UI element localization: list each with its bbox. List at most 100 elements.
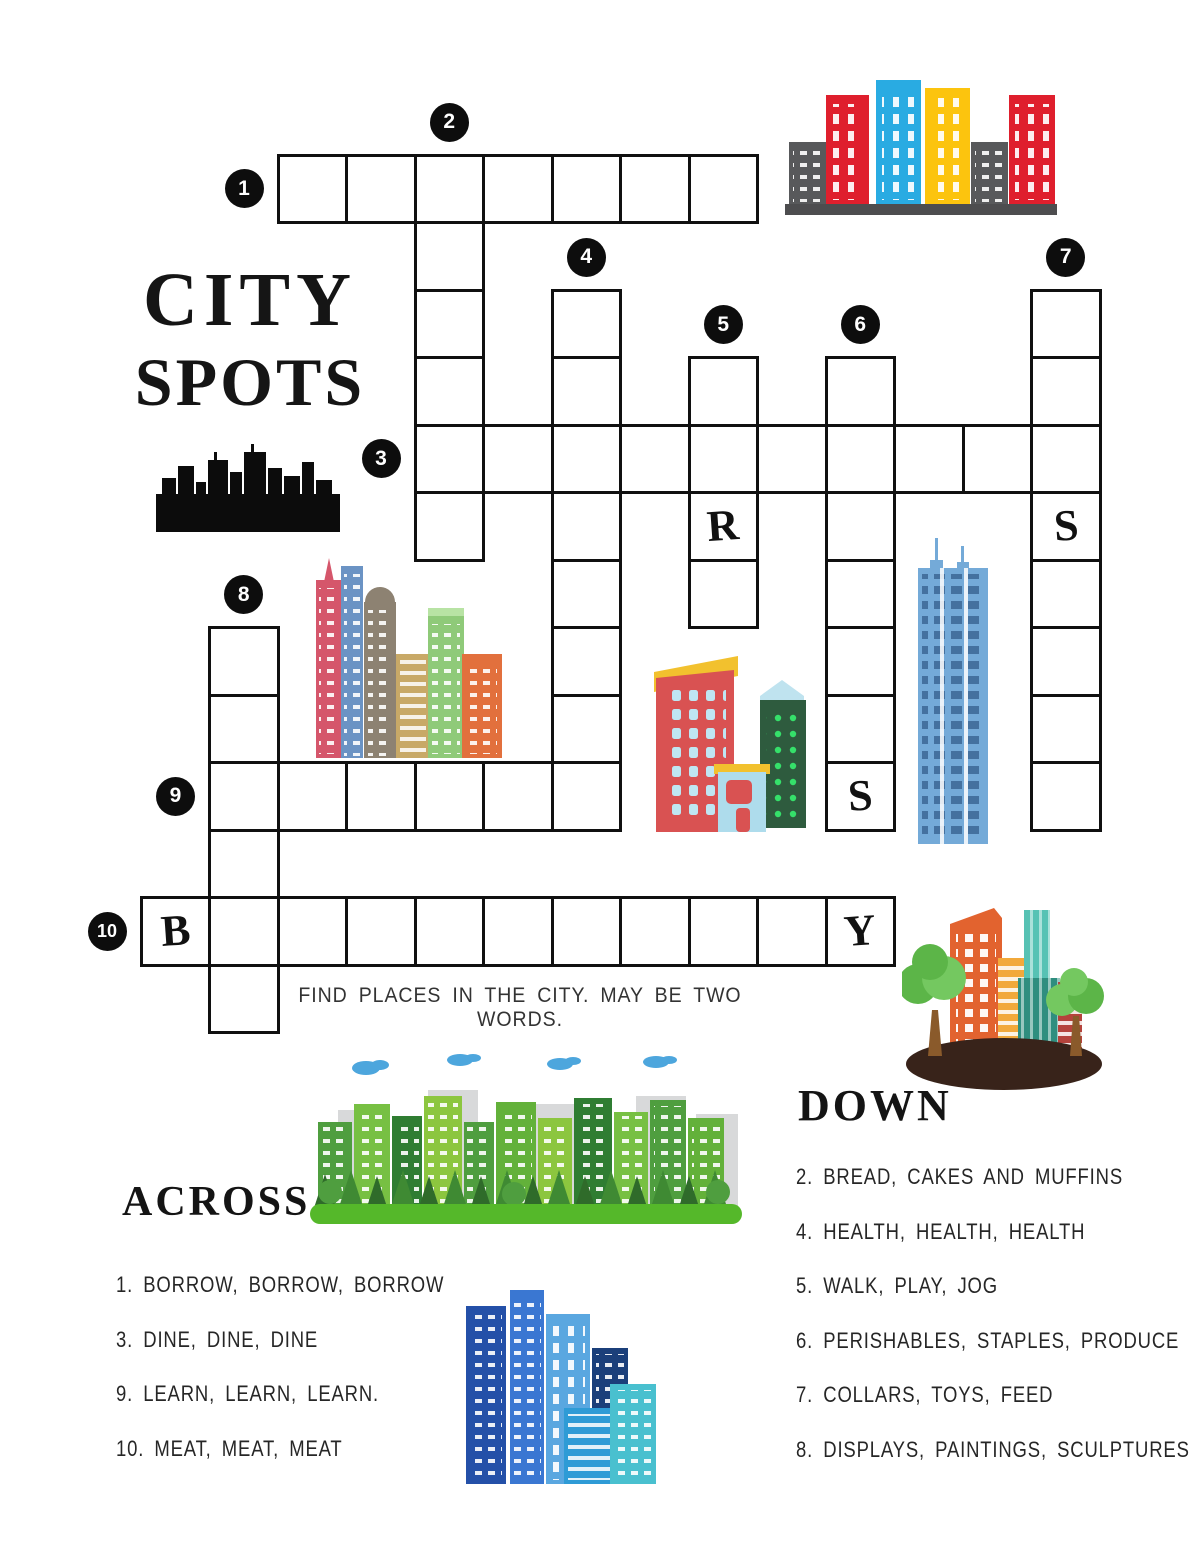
grid-cell-r9-c2[interactable] [276,761,348,832]
grid-cell-r3-c6[interactable] [550,356,622,427]
clue-badge-3: 3 [361,439,401,479]
clue-badge-6: 6 [840,305,880,344]
grid-cell-r11-c2[interactable] [276,896,348,967]
down-clue-4: 6. PERISHABLES, STAPLES, PRODUCE [796,1327,1180,1353]
grid-cell-r3-c10[interactable] [824,356,896,427]
grid-cell-r0-c4[interactable] [413,153,485,224]
grid-cell-r5-c8[interactable]: R [687,491,759,562]
grid-cell-r3-c8[interactable] [687,356,759,427]
grid-cell-r6-c10[interactable] [824,558,896,629]
grid-cell-r7-c13[interactable] [1030,626,1102,697]
title-skyline-silhouette [156,444,340,532]
grid-cell-r6-c13[interactable] [1030,558,1102,629]
grid-cell-r11-c0[interactable]: B [139,896,211,967]
grid-cell-r1-c4[interactable] [413,221,485,292]
grid-cell-r5-c4[interactable] [413,491,485,562]
grid-cell-r6-c6[interactable] [550,558,622,629]
grid-cell-r9-c13[interactable] [1030,761,1102,832]
grid-cell-r9-c4[interactable] [413,761,485,832]
park-buildings-bottom-right-illustration [902,908,1104,1090]
grid-cell-r2-c13[interactable] [1030,288,1102,359]
grid-cell-r8-c1[interactable] [208,693,280,764]
green-skyline-with-trees-illustration [310,1054,742,1224]
grid-cell-r5-c13[interactable]: S [1030,491,1102,562]
grid-cell-r9-c5[interactable] [482,761,554,832]
grid-cell-r3-c4[interactable] [413,356,485,427]
down-clue-1: 2. BREAD, CAKES AND MUFFINS [796,1164,1124,1189]
grid-cell-r0-c2[interactable] [276,153,348,224]
grid-cell-r10-c1[interactable] [208,828,280,899]
down-clue-3: 5. WALK, PLAY, JOG [796,1273,998,1298]
across-clue-2: 3. DINE, DINE, DINE [116,1326,319,1352]
grid-cell-r9-c10[interactable]: S [824,761,896,832]
instruction-text: FIND PLACES IN THE CITY. MAY BE TWO WORD… [298,984,742,1031]
grid-cell-r4-c6[interactable] [550,423,622,494]
grid-cell-r7-c1[interactable] [208,626,280,697]
grid-cell-r5-c10[interactable] [824,491,896,562]
grid-cell-r7-c6[interactable] [550,626,622,697]
grid-cell-r0-c7[interactable] [619,153,691,224]
grid-cell-r4-c5[interactable] [482,423,554,494]
clue-badge-5: 5 [703,305,743,344]
clue-badge-9: 9 [156,776,195,816]
grid-cell-r6-c8[interactable] [687,558,759,629]
clue-badge-10: 10 [87,911,127,951]
grid-cell-r0-c5[interactable] [482,153,554,224]
down-clue-list: 2. BREAD, CAKES AND MUFFINS 4. HEALTH, HE… [796,1164,1196,1491]
grid-cell-r4-c10[interactable] [824,423,896,494]
grid-cell-r4-c8[interactable] [687,423,759,494]
grid-cell-r11-c9[interactable] [756,896,828,967]
grid-cell-r11-c5[interactable] [482,896,554,967]
grid-cell-r12-c1[interactable] [208,963,280,1034]
puzzle-title: CITY SPOTS [128,258,372,422]
grid-cell-r11-c1[interactable] [208,896,280,967]
across-clue-4: 10. MEAT, MEAT, MEAT [116,1435,343,1461]
grid-cell-r11-c8[interactable] [687,896,759,967]
grid-cell-r11-c10[interactable]: Y [824,896,896,967]
grid-cell-r7-c10[interactable] [824,626,896,697]
grid-cell-r4-c9[interactable] [756,423,828,494]
blue-skyscraper-illustration [918,538,988,844]
grid-cell-r8-c6[interactable] [550,693,622,764]
grid-cell-r0-c8[interactable] [687,153,759,224]
down-heading: DOWN [798,1081,952,1130]
grid-cell-r2-c6[interactable] [550,288,622,359]
grid-cell-r11-c4[interactable] [413,896,485,967]
grid-cell-r4-c4[interactable] [413,423,485,494]
grid-cell-r4-c12[interactable] [961,423,1033,494]
grid-cell-r2-c4[interactable] [413,288,485,359]
clue-badge-2: 2 [429,102,469,142]
grid-cell-r11-c6[interactable] [550,896,622,967]
grid-cell-r8-c10[interactable] [824,693,896,764]
grid-cell-r8-c13[interactable] [1030,693,1102,764]
clue-badge-8: 8 [224,575,264,614]
grid-cell-r4-c11[interactable] [893,423,965,494]
prefilled-letter: R [705,500,741,552]
grid-cell-r9-c3[interactable] [345,761,417,832]
grid-cell-r3-c13[interactable] [1030,356,1102,427]
grid-cell-r0-c6[interactable] [550,153,622,224]
grid-cell-r5-c6[interactable] [550,491,622,562]
across-clue-3: 9. LEARN, LEARN, LEARN. [116,1381,380,1406]
city-cluster-mid-right-illustration [654,656,806,832]
grid-cell-r9-c1[interactable] [208,761,280,832]
across-clue-1: 1. BORROW, BORROW, BORROW [116,1272,445,1297]
clue-badge-7: 7 [1046,237,1086,277]
clue-badge-1: 1 [224,169,264,209]
prefilled-letter: S [846,770,875,822]
grid-cell-r11-c3[interactable] [345,896,417,967]
down-clue-6: 8. DISPLAYS, PAINTINGS, SCULPTURES [796,1436,1190,1462]
grid-cell-r0-c3[interactable] [345,153,417,224]
down-clue-5: 7. COLLARS, TOYS, FEED [796,1382,1054,1407]
grid-cell-r4-c7[interactable] [619,423,691,494]
grid-cell-r9-c6[interactable] [550,761,622,832]
grid-cell-r4-c13[interactable] [1030,423,1102,494]
prefilled-letter: S [1051,500,1080,552]
city-cluster-mid-left-illustration [316,558,502,758]
grid-cell-r11-c7[interactable] [619,896,691,967]
down-clue-2: 4. HEALTH, HEALTH, HEALTH [796,1218,1086,1244]
title-line-2: SPOTS [134,344,366,420]
blue-city-cluster-illustration [466,1290,656,1484]
prefilled-letter: B [158,905,192,957]
